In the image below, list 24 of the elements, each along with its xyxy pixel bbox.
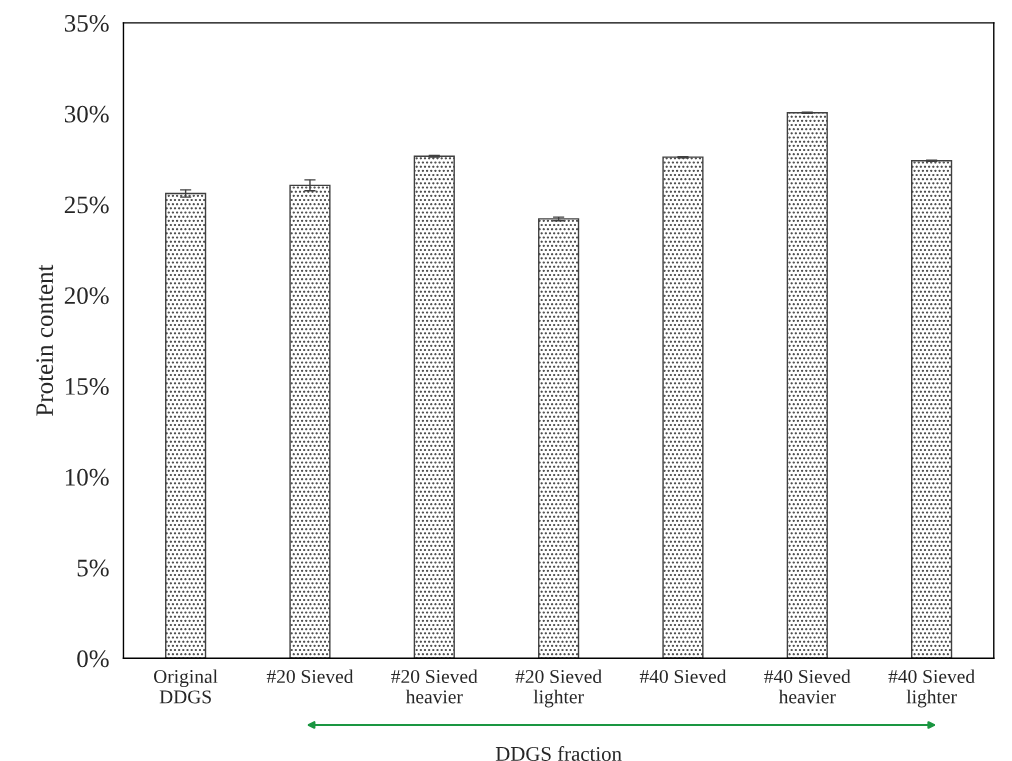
y-tick-label: 35% xyxy=(64,14,109,32)
y-tick-label: 10% xyxy=(65,468,109,486)
bar xyxy=(165,192,207,659)
x-tick-label: #40 Sieved lighter xyxy=(888,669,975,708)
x-tick-label: Original DDGS xyxy=(154,669,218,704)
bar xyxy=(538,218,580,659)
y-axis-title: Protein content xyxy=(36,264,54,416)
x-axis-title: DDGS fraction xyxy=(495,746,622,761)
bar xyxy=(413,155,455,659)
bar xyxy=(662,156,704,659)
x-tick-label: #20 Sieved lighter xyxy=(515,669,602,708)
bar xyxy=(911,160,953,659)
x-tick-label: #40 Sieved xyxy=(639,669,727,684)
y-tick-label: 30% xyxy=(64,105,109,123)
x-tick-label: #20 Sieved xyxy=(266,669,354,684)
y-tick-label: 0% xyxy=(77,650,109,668)
y-tick-label: 15% xyxy=(65,377,109,395)
x-tick-label: #40 Sieved heavier xyxy=(764,669,851,704)
x-tick-label: #20 Sieved heavier xyxy=(391,669,478,704)
y-tick-label: 25% xyxy=(64,196,109,214)
y-tick-label: 20% xyxy=(64,287,109,305)
y-tick-label: 5% xyxy=(77,559,109,577)
bar xyxy=(786,112,828,659)
bar xyxy=(289,184,331,659)
